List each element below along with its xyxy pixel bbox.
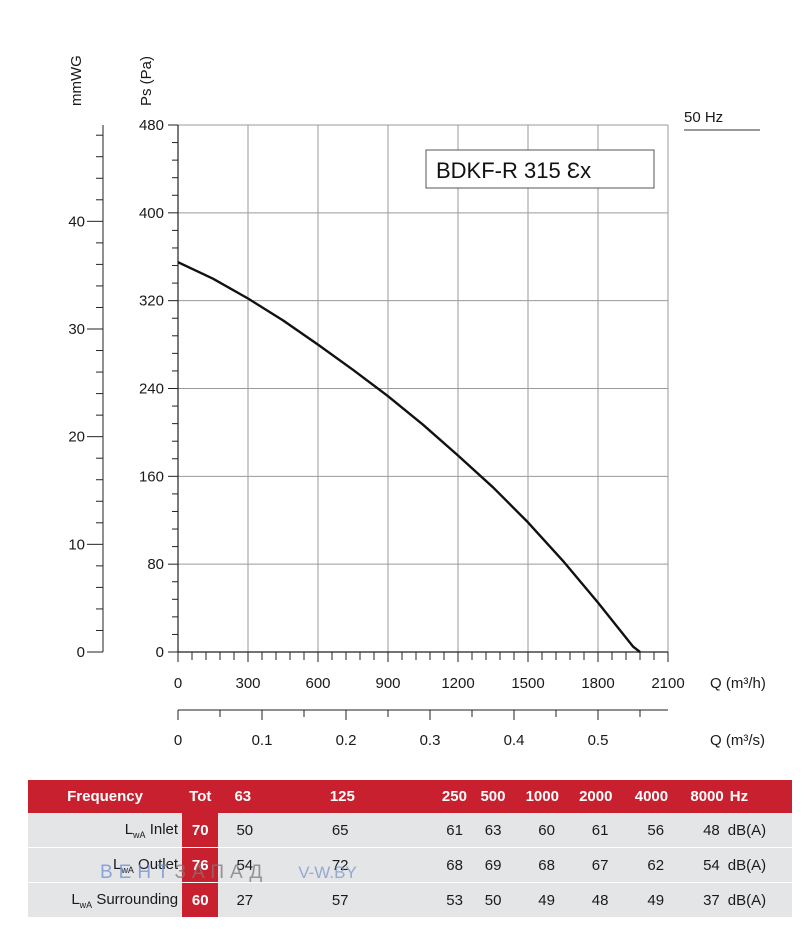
cell-value: 61 bbox=[591, 821, 609, 839]
watermark-brand-a: ВЕНТ bbox=[100, 862, 175, 883]
x-tick-label: 600 bbox=[305, 675, 330, 692]
x-tick-label: 2100 bbox=[651, 675, 684, 692]
y2-tick-label: 20 bbox=[68, 429, 85, 446]
x-tick-label: 1800 bbox=[581, 675, 614, 692]
watermark: ВЕНТЗАПАД V-W.BY bbox=[100, 862, 357, 884]
cell-value: 69 bbox=[470, 847, 510, 883]
y2-tick-label: 30 bbox=[68, 321, 85, 338]
cell-value: 63 bbox=[484, 821, 502, 839]
header-hz: Hz bbox=[727, 780, 792, 813]
watermark-brand-b: ЗАПАД bbox=[174, 862, 269, 883]
cell-value: 49 bbox=[616, 882, 673, 917]
watermark-url: V-W.BY bbox=[298, 863, 357, 882]
cell-value: 62 bbox=[616, 847, 673, 883]
row-total: 76 bbox=[182, 847, 219, 883]
table-row: LwA Inlet 70 50 65 61 63 60 61 56 48 dB(A) bbox=[28, 813, 792, 848]
curve-layer bbox=[177, 261, 641, 653]
cell-value: 65 bbox=[331, 821, 349, 839]
noise-table-header: Frequency Tot 63 125 250 500 1000 2000 4… bbox=[28, 780, 792, 813]
y-tick-label: 160 bbox=[139, 468, 164, 485]
cell-unit: dB(A) bbox=[727, 882, 792, 917]
y2-axis-title: mmWG bbox=[68, 55, 85, 106]
x-tick-label: 1200 bbox=[441, 675, 474, 692]
y-tick-label: 80 bbox=[147, 556, 164, 573]
header-frequency: Frequency bbox=[28, 780, 183, 813]
model-label: BDKF-R 315 Ɛx bbox=[436, 158, 591, 183]
row-label: LwA Surrounding bbox=[28, 882, 183, 917]
y2-tick-label: 40 bbox=[68, 213, 85, 230]
cell-value: 60 bbox=[538, 821, 555, 839]
x2-tick-label: 0.4 bbox=[504, 732, 525, 749]
cell-value: 50 bbox=[470, 882, 510, 917]
x-axis-title: Q (m³/h) bbox=[710, 675, 766, 692]
row-label: LwA Outlet bbox=[28, 847, 183, 883]
x-tick-label: 0 bbox=[174, 675, 182, 692]
cell-value: 53 bbox=[408, 882, 471, 917]
cell-value: 50 bbox=[236, 821, 254, 839]
y2-tick-label: 0 bbox=[77, 644, 85, 661]
y-tick-label: 400 bbox=[139, 205, 164, 222]
cell-value: 48 bbox=[562, 882, 617, 917]
row-total: 70 bbox=[182, 813, 219, 848]
x-tick-label: 1500 bbox=[511, 675, 544, 692]
cell-value: 57 bbox=[269, 882, 409, 917]
cell-unit: dB(A) bbox=[727, 847, 792, 883]
cell-unit: dB(A) bbox=[727, 821, 767, 839]
grid-layer bbox=[178, 124, 669, 652]
cell-value: 72 bbox=[269, 847, 409, 883]
cell-value: 56 bbox=[647, 821, 665, 839]
x2-tick-label: 0.2 bbox=[336, 732, 357, 749]
x2-tick-label: 0.3 bbox=[420, 732, 441, 749]
noise-table: Frequency Tot 63 125 250 500 1000 2000 4… bbox=[28, 780, 792, 917]
cell-value: 61 bbox=[446, 821, 463, 839]
header-63: 63 bbox=[218, 780, 270, 813]
row-label: LwA Inlet bbox=[124, 820, 179, 840]
x2-tick-label: 0.5 bbox=[588, 732, 609, 749]
cell-value: 68 bbox=[408, 847, 471, 883]
header-2000: 2000 bbox=[562, 780, 617, 813]
x-tick-label: 900 bbox=[375, 675, 400, 692]
x2-tick-label: 0 bbox=[174, 732, 182, 749]
header-1000: 1000 bbox=[509, 780, 563, 813]
cell-value: 68 bbox=[509, 847, 563, 883]
header-tot: Tot bbox=[182, 780, 219, 813]
cell-value: 54 bbox=[672, 847, 728, 883]
y-tick-label: 480 bbox=[139, 117, 164, 134]
fan-curve-line bbox=[177, 261, 641, 653]
table-row: LwA Outlet 76 54 72 68 69 68 67 62 54 dB(A) bbox=[28, 847, 792, 883]
cell-value: 48 bbox=[703, 821, 720, 839]
model-label-box bbox=[425, 149, 655, 189]
y-tick-label: 0 bbox=[156, 644, 164, 661]
x2-tick-label: 0.1 bbox=[252, 732, 273, 749]
y2-tick-label: 10 bbox=[68, 536, 85, 553]
table-row: LwA Surrounding 60 27 57 53 50 49 48 49 37 dB(A) bbox=[28, 882, 792, 917]
cell-value: 67 bbox=[562, 847, 617, 883]
header-250: 250 bbox=[408, 780, 471, 813]
cell-value: 27 bbox=[218, 882, 270, 917]
header-500: 500 bbox=[470, 780, 510, 813]
cell-value: 37 bbox=[672, 882, 728, 917]
x2-axis-title: Q (m³/s) bbox=[710, 732, 765, 749]
y-tick-label: 240 bbox=[139, 381, 164, 398]
y-tick-label: 320 bbox=[139, 293, 164, 310]
row-total: 60 bbox=[182, 882, 219, 917]
cell-value: 54 bbox=[218, 847, 270, 883]
x-tick-label: 300 bbox=[235, 675, 260, 692]
y-axis-title: Ps (Pa) bbox=[138, 56, 155, 106]
header-8000: 8000 bbox=[672, 780, 728, 813]
header-125: 125 bbox=[269, 780, 409, 813]
cell-value: 49 bbox=[509, 882, 563, 917]
frequency-label: 50 Hz bbox=[684, 109, 723, 126]
header-4000: 4000 bbox=[616, 780, 673, 813]
